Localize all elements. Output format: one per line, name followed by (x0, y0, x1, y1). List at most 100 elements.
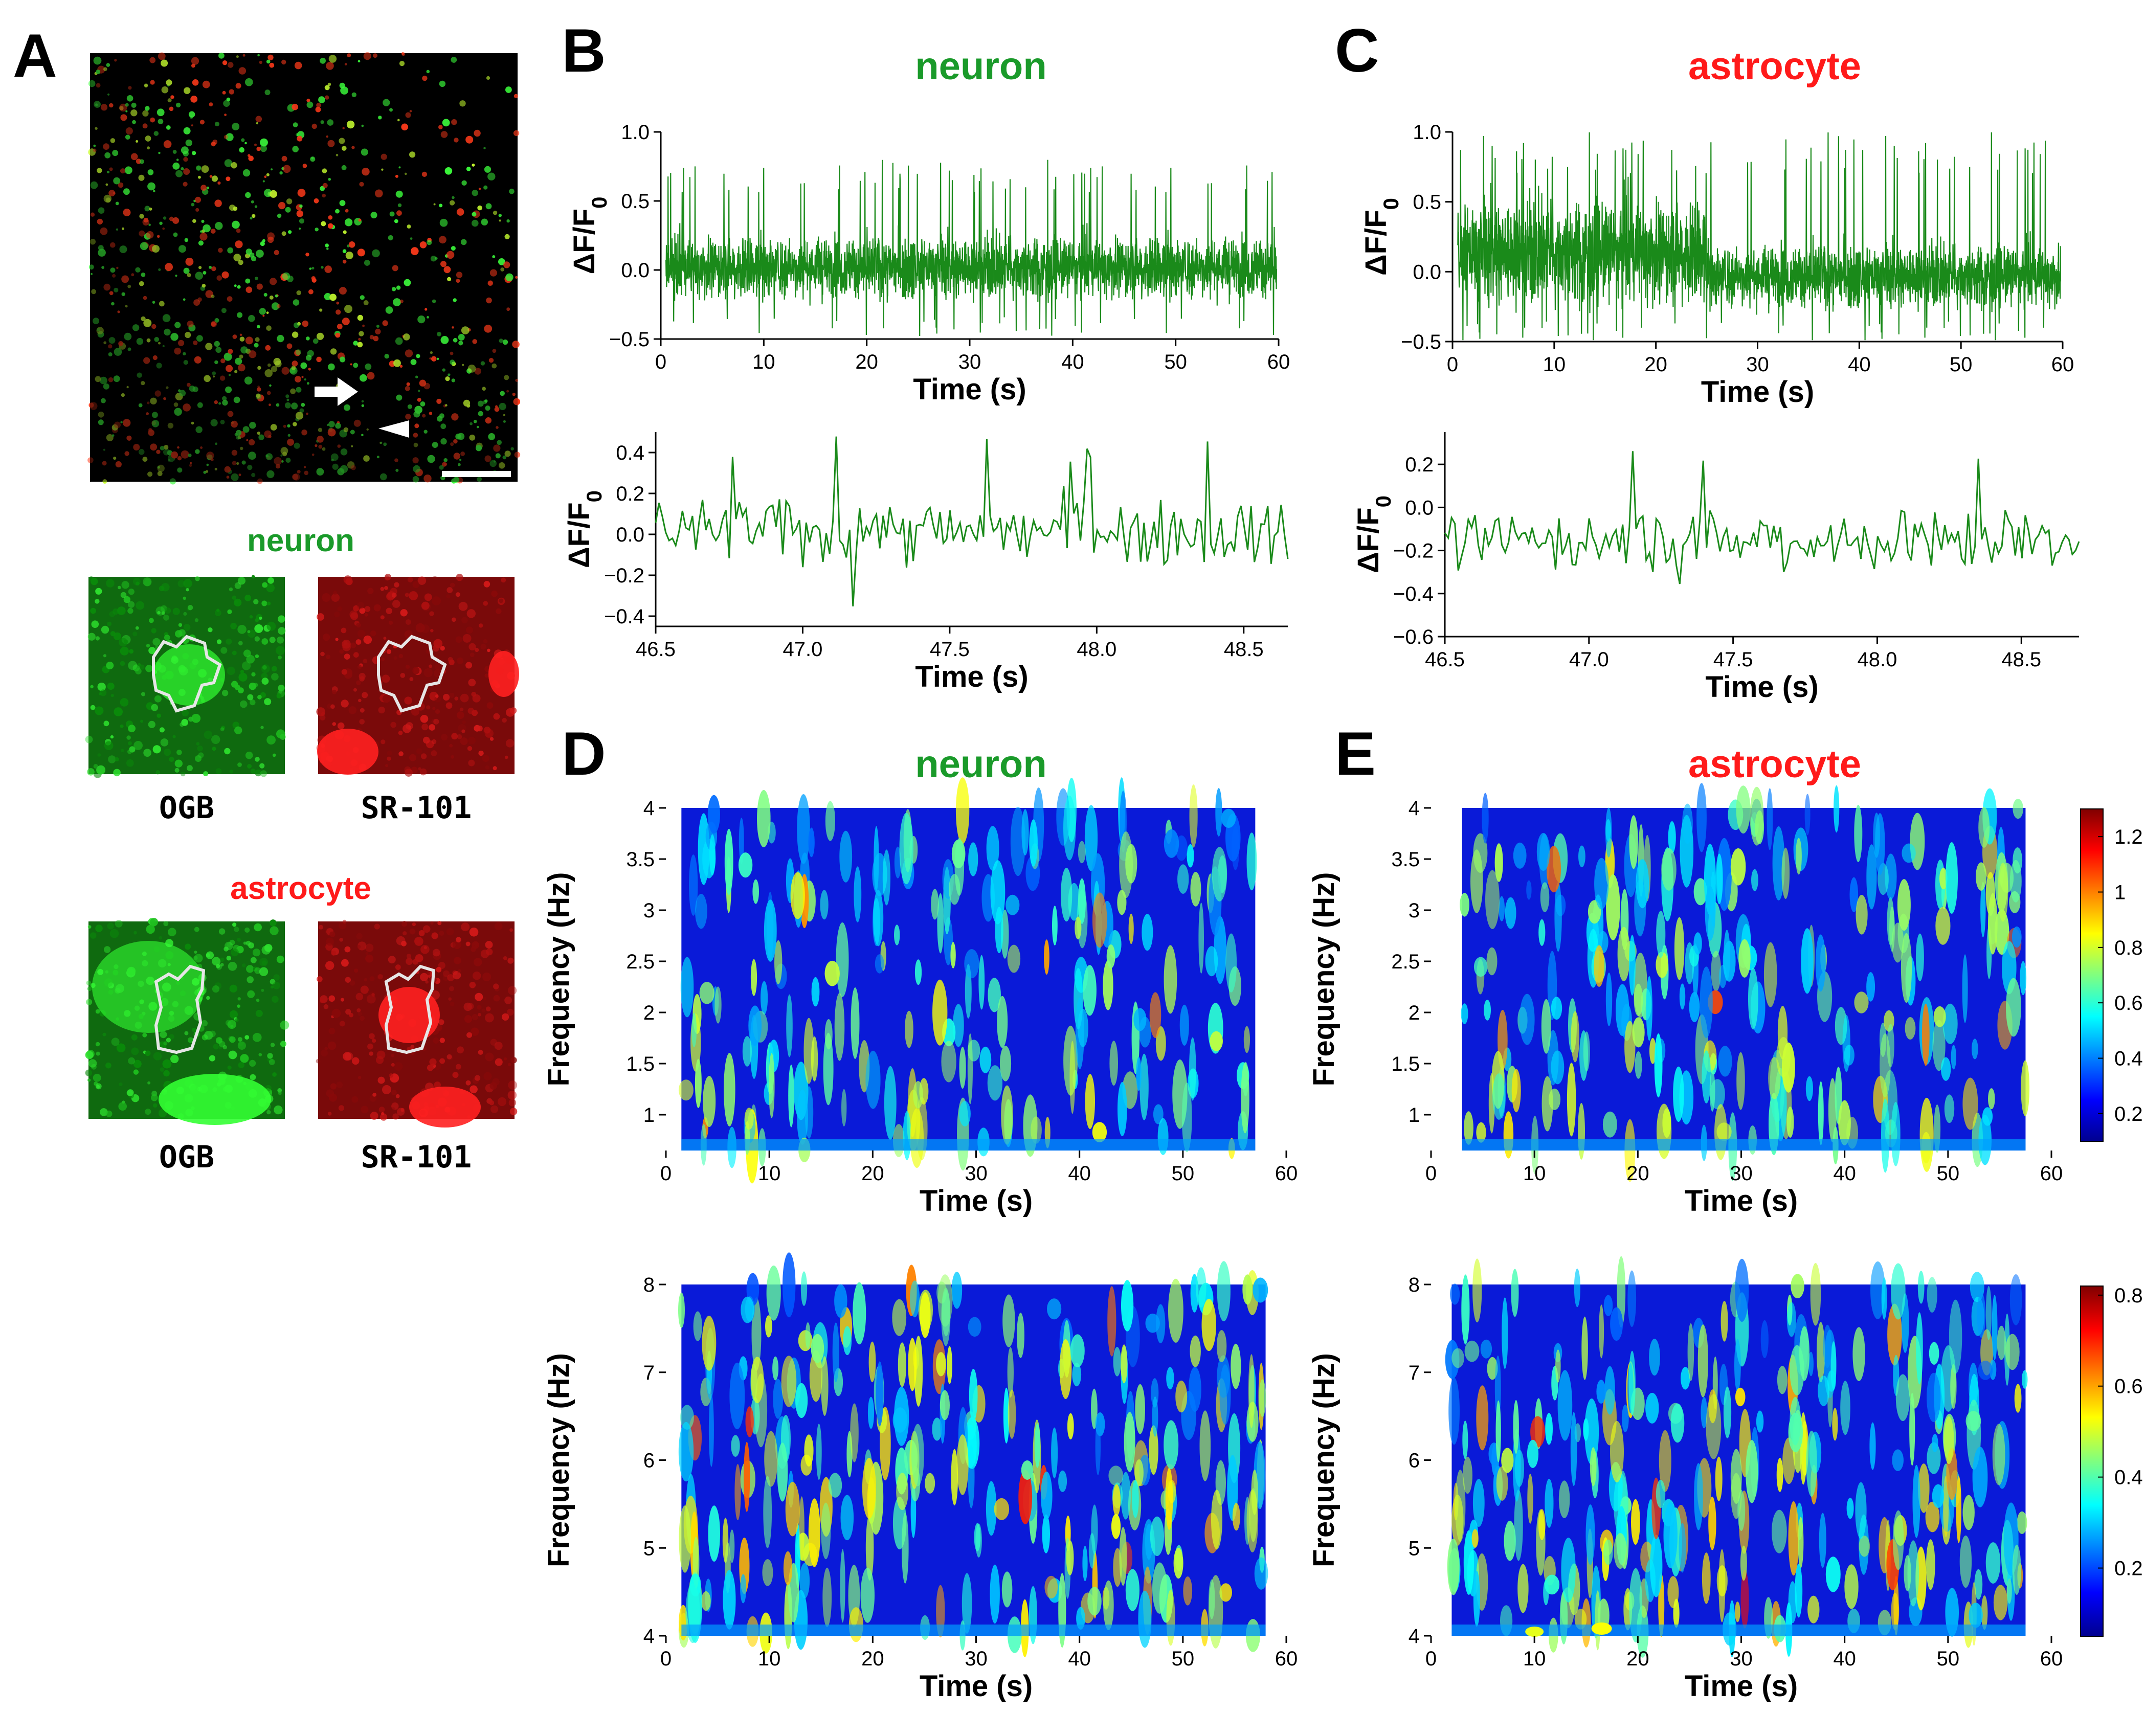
x-tick-label-C_top: 40 (1848, 353, 1871, 376)
y-tick-label-D_top: 3.5 (626, 848, 655, 871)
x-tick-label-D_bottom: 10 (758, 1648, 781, 1670)
trace-line-B_bottom (655, 436, 1289, 606)
x-tick-label-C_bottom: 46.5 (1425, 648, 1465, 671)
x-tick-label-E_bottom: 50 (1937, 1648, 1960, 1670)
x-tick-label-C_bottom: 48.0 (1858, 648, 1897, 671)
x-tick-label-B_bottom: 48.5 (1224, 638, 1264, 661)
colorbar-tick-label-E_bottom: 0.8 (2114, 1284, 2143, 1307)
x-tick-label-B_top: 60 (1267, 351, 1290, 373)
x-tick-label-D_bottom: 60 (1275, 1648, 1298, 1670)
y-tick-label-E_top: 2.5 (1391, 951, 1420, 973)
neuron-sr101-image (316, 574, 519, 777)
y-tick-label-D_top: 1.5 (626, 1053, 655, 1075)
y-tick-label-C_bottom: −0.2 (1393, 540, 1434, 562)
colorbar-tick-label-E_top: 0.6 (2114, 992, 2143, 1014)
heatmap-E_bottom (1445, 1256, 2028, 1658)
x-tick-label-B_bottom: 46.5 (636, 638, 676, 661)
x-tick-label-B_bottom: 48.0 (1077, 638, 1116, 661)
colorbar-tick-label-E_bottom: 0.6 (2114, 1376, 2143, 1398)
axes-B_top: 0 10 20 30 40 50 60 −0.5 0.0 0.5 1.0 Time (s) ΔF/F0 n… (568, 44, 1290, 406)
y-axis-label-D_bottom: Frequency (Hz) (542, 1353, 575, 1567)
x-tick-label-E_top: 60 (2040, 1162, 2063, 1185)
y-tick-label-D_bottom: 4 (643, 1625, 655, 1648)
x-axis-label-C_bottom: Time (s) (1705, 670, 1818, 704)
y-tick-label-D_bottom: 7 (643, 1362, 655, 1384)
axes-E_bottom: 0 10 20 30 40 50 60 4 5 6 7 8 Time (s) Frequency (Hz) (1307, 1274, 2063, 1703)
y-tick-label-D_bottom: 6 (643, 1450, 655, 1472)
x-tick-label-C_top: 20 (1644, 353, 1667, 376)
axes-E_top: 0 10 20 30 40 50 60 1 1.5 2 2.5 3 3.5 4 Time (s) Freque… (1307, 742, 2063, 1218)
y-tick-label-C_bottom: 0.2 (1405, 454, 1434, 476)
x-tick-label-E_top: 40 (1833, 1162, 1856, 1185)
x-tick-label-D_bottom: 20 (861, 1648, 884, 1670)
x-tick-label-E_top: 20 (1626, 1162, 1649, 1185)
axes-C_bottom: 46.5 47.0 47.5 48.0 48.5 −0.6 −0.4 −0.2 0.0 0.2 Ti… (1352, 432, 2079, 704)
y-axis-label-B_top: ΔF/F0 (568, 196, 611, 274)
x-tick-label-C_bottom: 47.0 (1569, 648, 1609, 671)
neuron-heading: neuron (247, 523, 354, 558)
panel-letter-d: D (562, 719, 606, 788)
x-tick-label-E_top: 10 (1523, 1162, 1546, 1185)
heatmap-D_top (678, 777, 1257, 1184)
colorbar-tick-label-E_top: 1 (2114, 882, 2126, 904)
y-tick-label-C_top: 0.0 (1413, 261, 1441, 283)
panel-letter-c: C (1335, 16, 1379, 85)
chart-title-C_top: astrocyte (1688, 44, 1861, 88)
heatmap-E_top (1460, 783, 2030, 1182)
astrocyte-sr101-image (316, 919, 518, 1128)
x-tick-label-E_top: 50 (1937, 1162, 1960, 1185)
axes-C_top: 0 10 20 30 40 50 60 −0.5 0.0 0.5 1.0 Time (s) ΔF/F0 a… (1359, 44, 2074, 409)
x-tick-label-D_bottom: 50 (1172, 1648, 1195, 1670)
neuron-sr101-label: SR-101 (361, 790, 472, 826)
y-tick-label-B_bottom: 0.0 (616, 524, 644, 546)
x-tick-label-D_top: 40 (1068, 1162, 1091, 1185)
x-tick-label-E_top: 0 (1425, 1162, 1437, 1185)
x-tick-label-B_top: 0 (655, 351, 666, 373)
y-tick-label-B_top: 0.0 (621, 259, 650, 282)
x-axis-label-B_top: Time (s) (913, 373, 1026, 406)
trace-line-C_top (1457, 132, 2062, 341)
y-tick-label-D_top: 4 (643, 797, 655, 820)
colorbar-tick-label-E_top: 0.8 (2114, 937, 2143, 959)
axes-B_bottom: 46.5 47.0 47.5 48.0 48.5 −0.4 −0.2 0.0 0.2 0.4 Tim… (563, 432, 1288, 693)
trace-line-B_top (665, 160, 1278, 336)
y-tick-label-D_top: 1 (643, 1104, 655, 1126)
heatmap-D_bottom (678, 1252, 1268, 1657)
y-tick-label-E_top: 3.5 (1391, 848, 1420, 871)
x-tick-label-C_bottom: 48.5 (2001, 648, 2041, 671)
trace-line-C_bottom (1444, 451, 2080, 584)
astrocyte-ogb-image (85, 918, 289, 1125)
y-tick-label-B_top: −0.5 (609, 328, 650, 351)
neuron-ogb-label: OGB (159, 790, 214, 826)
x-tick-label-B_top: 40 (1061, 351, 1084, 373)
x-tick-label-E_bottom: 40 (1833, 1648, 1856, 1670)
axes-D_top: 0 10 20 30 40 50 60 1 1.5 2 2.5 3 3.5 4 Time (s) Freque… (542, 742, 1298, 1218)
x-tick-label-B_bottom: 47.0 (783, 638, 823, 661)
y-tick-label-E_top: 2 (1409, 1002, 1420, 1024)
y-tick-label-E_top: 4 (1409, 797, 1420, 820)
astrocyte-ogb-label: OGB (159, 1139, 214, 1175)
x-tick-label-B_top: 30 (958, 351, 981, 373)
colorbar-E_bottom: 0.2 0.4 0.6 0.8 (2080, 1284, 2143, 1637)
x-tick-label-E_bottom: 10 (1523, 1648, 1546, 1670)
x-tick-label-C_top: 0 (1447, 353, 1458, 376)
y-tick-label-D_top: 2 (643, 1002, 655, 1024)
y-axis-label-C_bottom: ΔF/F0 (1352, 495, 1395, 573)
x-tick-label-E_bottom: 60 (2040, 1648, 2063, 1670)
y-tick-label-E_bottom: 7 (1409, 1362, 1420, 1384)
y-tick-label-D_top: 3 (643, 899, 655, 922)
y-tick-label-E_bottom: 4 (1409, 1625, 1420, 1648)
arrowhead-marker (378, 420, 409, 438)
y-tick-label-D_bottom: 8 (643, 1274, 655, 1296)
x-tick-label-B_top: 20 (855, 351, 878, 373)
x-tick-label-C_bottom: 47.5 (1713, 648, 1753, 671)
y-tick-label-B_bottom: 0.4 (616, 442, 644, 464)
x-tick-label-D_top: 30 (965, 1162, 988, 1185)
astrocyte-sr101-label: SR-101 (361, 1139, 472, 1175)
panel-letter-e: E (1335, 719, 1376, 788)
overview-micrograph (87, 52, 521, 485)
y-tick-label-E_bottom: 8 (1409, 1274, 1420, 1296)
y-tick-label-D_top: 2.5 (626, 951, 655, 973)
x-tick-label-B_top: 50 (1164, 351, 1187, 373)
x-tick-label-D_bottom: 0 (660, 1648, 672, 1670)
